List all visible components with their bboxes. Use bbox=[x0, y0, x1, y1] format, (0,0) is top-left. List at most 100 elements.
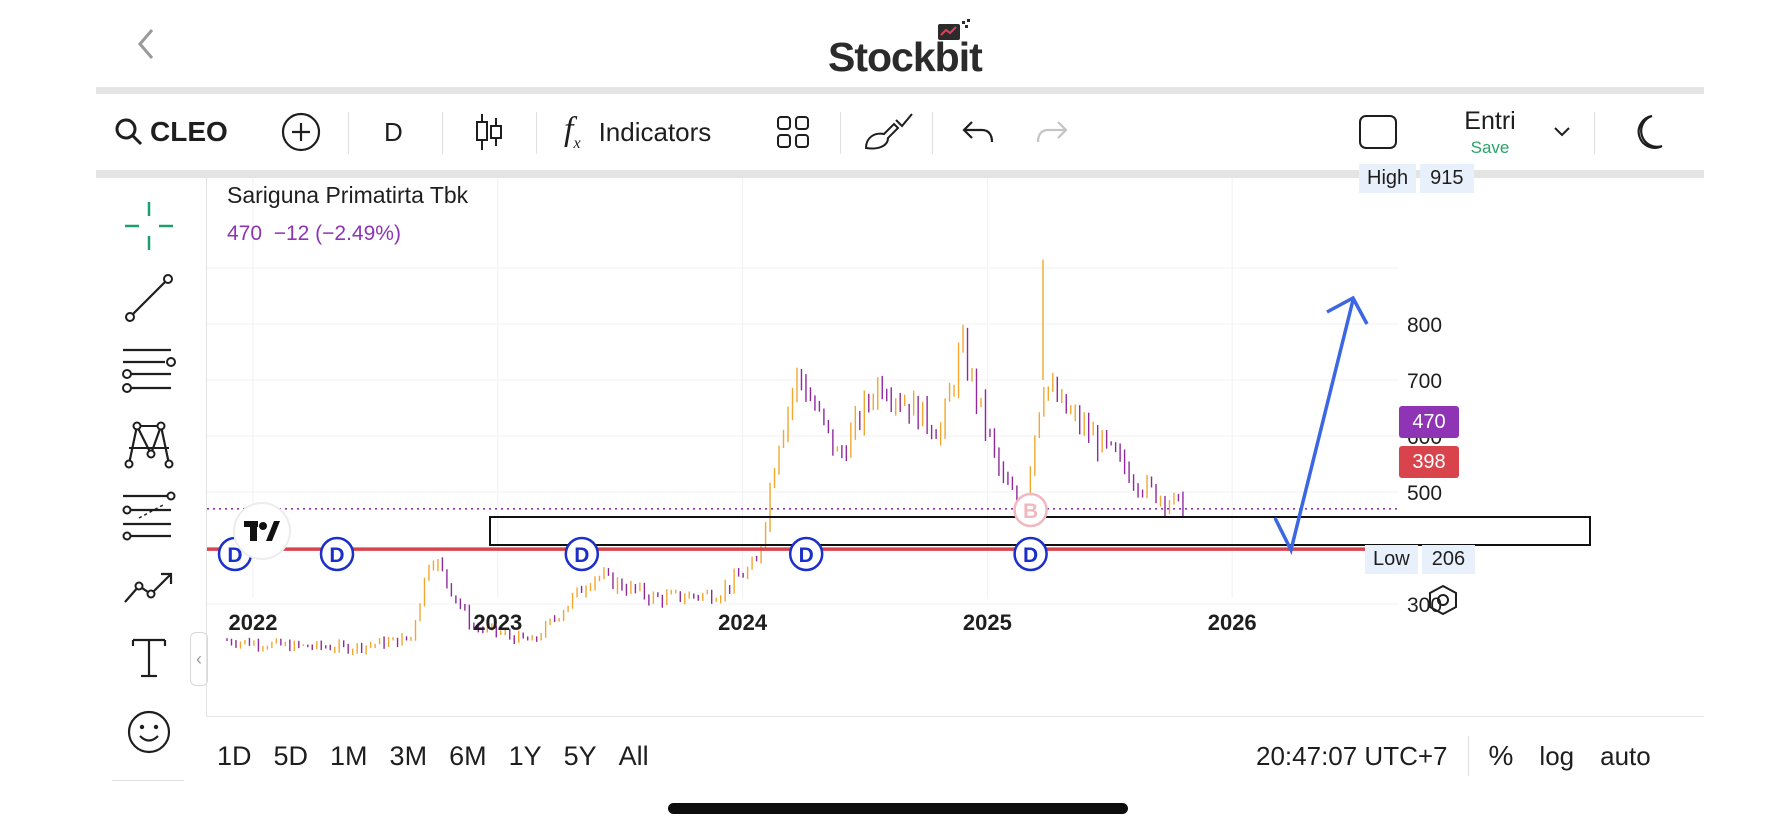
range-selector: 1D 5D 1M 3M 6M 1Y 5Y All bbox=[206, 724, 660, 788]
forecast-tool[interactable] bbox=[118, 560, 180, 616]
pattern-tool[interactable] bbox=[118, 416, 180, 472]
layout-selector[interactable]: Entri Save bbox=[1446, 94, 1534, 170]
logo-badge-icon bbox=[938, 19, 970, 40]
high-label: High bbox=[1359, 163, 1417, 193]
function-icon: fx bbox=[564, 111, 581, 152]
horizontal-lines-icon bbox=[122, 348, 176, 393]
percent-scale-button[interactable]: % bbox=[1488, 740, 1514, 771]
toolbar-divider-bottom bbox=[96, 170, 1704, 178]
home-indicator bbox=[668, 803, 1128, 814]
forecast-arrow-head bbox=[1326, 295, 1369, 325]
compare-add-button[interactable] bbox=[280, 94, 322, 170]
symbol-label: CLEO bbox=[150, 116, 228, 147]
range-button-5y[interactable]: 5Y bbox=[563, 740, 597, 771]
scale-options: 20:47:07 UTC+7 % log auto bbox=[1256, 724, 1651, 788]
chevron-left-small-icon: ‹ bbox=[196, 648, 202, 669]
price-axis-label: 300 bbox=[1407, 594, 1442, 617]
fib-icon bbox=[122, 491, 176, 541]
buyback-marker bbox=[1013, 492, 1048, 528]
dividend-marker-label: D bbox=[329, 544, 344, 567]
toolbar-divider bbox=[840, 112, 841, 154]
time-axis-label: 2025 bbox=[963, 610, 1012, 635]
layout-name: Entri bbox=[1464, 106, 1516, 135]
current-price-tag: 470 bbox=[1399, 406, 1459, 438]
forecast-icon bbox=[124, 572, 173, 603]
tradingview-logo[interactable] bbox=[235, 504, 289, 558]
price-axis-label: 500 bbox=[1407, 482, 1442, 505]
emoji-tool[interactable] bbox=[118, 704, 180, 760]
time-axis: 2022 2023 2024 2025 2026 bbox=[229, 610, 1257, 635]
chart-type-button[interactable] bbox=[474, 94, 504, 170]
range-button-1d[interactable]: 1D bbox=[217, 740, 252, 771]
fib-tool[interactable] bbox=[118, 488, 180, 544]
fullscreen-button[interactable] bbox=[1358, 94, 1398, 170]
range-button-1y[interactable]: 1Y bbox=[508, 740, 542, 771]
range-button-6m[interactable]: 6M bbox=[449, 740, 487, 771]
interval-button[interactable]: D bbox=[384, 116, 403, 147]
save-label[interactable]: Save bbox=[1470, 137, 1510, 157]
chart-settings-button[interactable] bbox=[1427, 584, 1459, 621]
toolbar-divider bbox=[932, 112, 933, 154]
chart-toolbar: CLEO D fx Indicators Entri Save bbox=[96, 94, 1704, 170]
last-quote: 470 −12 (−2.49%) bbox=[227, 222, 401, 245]
event-markers: D D D D DB bbox=[217, 492, 1048, 572]
price-axis-label: 800 bbox=[1407, 314, 1442, 337]
range-button-3m[interactable]: 3M bbox=[389, 740, 428, 771]
redo-button[interactable] bbox=[1036, 94, 1068, 170]
forecast-arrow bbox=[1273, 299, 1355, 556]
buyback-marker-label: B bbox=[1023, 500, 1038, 523]
templates-button[interactable] bbox=[776, 94, 810, 170]
hexagon-settings-icon bbox=[1429, 584, 1457, 616]
horizontal-lines-tool[interactable] bbox=[118, 342, 180, 398]
dividend-marker bbox=[319, 536, 355, 572]
theme-toggle[interactable] bbox=[1626, 94, 1666, 170]
layout-dropdown-button[interactable] bbox=[1552, 94, 1572, 170]
dividend-marker-label: D bbox=[799, 544, 814, 567]
log-scale-button[interactable]: log bbox=[1539, 740, 1575, 771]
range-button-1m[interactable]: 1M bbox=[330, 740, 368, 771]
symbol-search-button[interactable]: CLEO bbox=[114, 94, 228, 170]
plus-circle-icon bbox=[281, 112, 321, 152]
high-badge: High 915 bbox=[1359, 163, 1474, 193]
pattern-icon bbox=[124, 421, 174, 469]
auto-scale-button[interactable]: auto bbox=[1600, 740, 1651, 771]
header-divider bbox=[96, 87, 1704, 94]
square-icon bbox=[1359, 115, 1397, 149]
toolbar-divider bbox=[1594, 112, 1595, 154]
undo-icon bbox=[962, 121, 994, 143]
high-value: 915 bbox=[1420, 163, 1474, 193]
low-label: Low bbox=[1365, 544, 1418, 574]
text-tool[interactable] bbox=[118, 630, 180, 686]
indicators-button[interactable]: fx Indicators bbox=[564, 94, 711, 170]
range-button-5d[interactable]: 5D bbox=[273, 740, 309, 771]
company-name: Sariguna Primatirta Tbk bbox=[227, 182, 469, 208]
trend-line-icon bbox=[125, 274, 173, 322]
stockbit-logo: Stockbit bbox=[828, 14, 1008, 80]
dividend-marker bbox=[564, 536, 600, 572]
toolbar-divider bbox=[442, 112, 443, 154]
crosshair-tool[interactable] bbox=[118, 198, 180, 254]
chevron-down-icon bbox=[1554, 127, 1570, 137]
candlestick-icon bbox=[476, 114, 502, 150]
moon-icon bbox=[1637, 114, 1663, 149]
undo-button[interactable] bbox=[962, 94, 994, 170]
drawings-button[interactable] bbox=[862, 94, 914, 170]
dividend-marker bbox=[788, 536, 824, 572]
trend-line-tool[interactable] bbox=[118, 270, 180, 326]
chevron-left-icon bbox=[138, 29, 154, 59]
dividend-marker-label: D bbox=[227, 544, 242, 567]
dividend-marker-label: D bbox=[1023, 544, 1038, 567]
range-button-all[interactable]: All bbox=[618, 740, 649, 771]
clock-time: 20:47:07 UTC+7 bbox=[1256, 740, 1448, 771]
collapse-toolbar-button[interactable]: ‹ bbox=[190, 632, 208, 686]
search-icon bbox=[115, 118, 143, 146]
grid-icon bbox=[777, 116, 809, 148]
price-axis-label: 700 bbox=[1407, 370, 1442, 393]
back-button[interactable] bbox=[128, 22, 164, 66]
indicators-label: Indicators bbox=[598, 116, 712, 147]
time-axis-label: 2026 bbox=[1208, 610, 1257, 635]
toolbar-divider bbox=[536, 112, 537, 154]
dividend-marker bbox=[1013, 536, 1048, 572]
